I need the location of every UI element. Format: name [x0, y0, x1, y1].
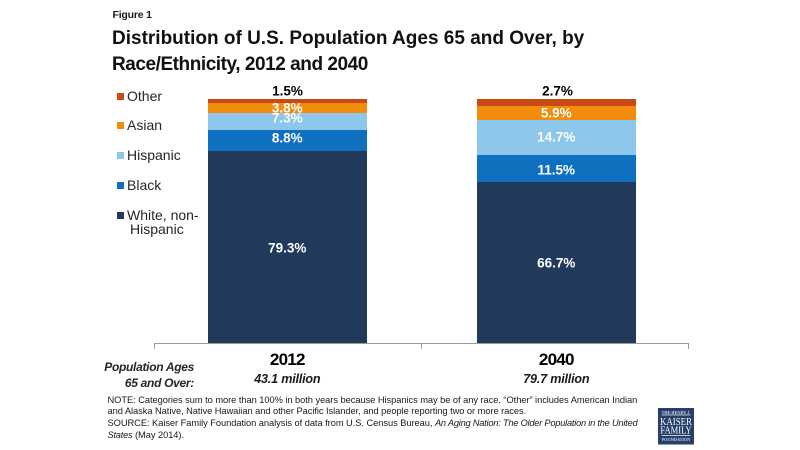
svg-text:THE HENRY J.: THE HENRY J.: [662, 411, 691, 415]
svg-text:FOUNDATION: FOUNDATION: [662, 437, 691, 442]
svg-text:KAISER: KAISER: [660, 417, 692, 428]
svg-text:FAMILY: FAMILY: [660, 426, 692, 437]
